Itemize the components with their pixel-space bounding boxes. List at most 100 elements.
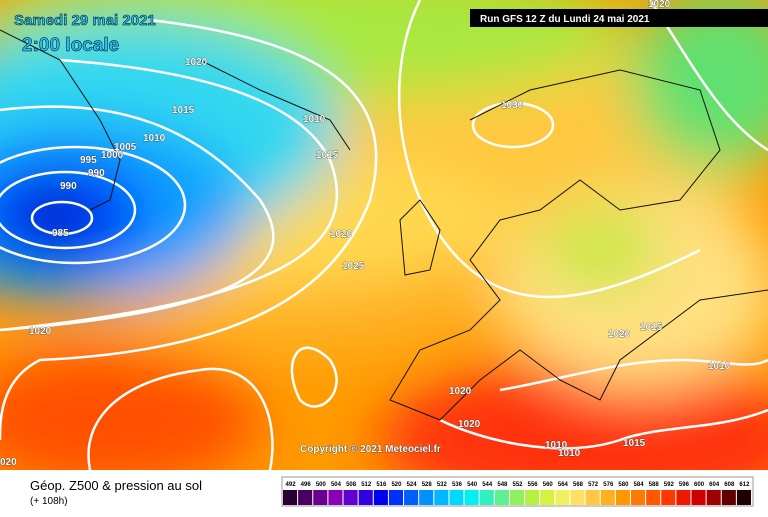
scale-label: 516 (376, 482, 387, 488)
scale-swatch (328, 490, 343, 505)
scale-swatch (388, 490, 404, 505)
scale-label: 608 (724, 482, 735, 488)
isobar-label: 1005 (114, 142, 137, 153)
isobar-label: 1010 (143, 133, 166, 144)
scale-swatch (585, 490, 600, 505)
scale-label: 496 (301, 482, 312, 488)
footer-subtitle: (+ 108h) (30, 496, 68, 507)
run: Run GFS 12 Z du Lundi 24 mai 2021 (480, 14, 650, 25)
scale-label: 548 (497, 482, 508, 488)
scale-label: 512 (361, 482, 372, 488)
scale-swatch (706, 490, 721, 505)
isobar-label: 1010 (708, 361, 731, 372)
scale-label: 568 (573, 482, 584, 488)
scale-swatch (721, 490, 736, 505)
isobar-label: 1015 (172, 105, 195, 116)
scale-label: 556 (528, 482, 539, 488)
scale-swatch (691, 490, 706, 505)
scale-label: 552 (512, 482, 523, 488)
isobar-label: 1000 (101, 150, 124, 161)
scale-swatch (313, 490, 328, 505)
scale-swatch (615, 490, 630, 505)
scale-swatch (283, 490, 298, 505)
isobar-label: 995 (80, 155, 97, 166)
isobar-label: 1015 (316, 150, 339, 161)
scale-label: 596 (679, 482, 690, 488)
isobar-label: 990 (60, 181, 77, 192)
copyright: Copyright © 2021 Meteociel.fr (300, 444, 441, 455)
scale-label: 528 (422, 482, 433, 488)
scale-swatch (509, 490, 525, 505)
scale-label: 592 (664, 482, 675, 488)
isobar-label: 1010 (558, 448, 581, 459)
scale-swatch (646, 490, 661, 505)
scale-swatch (494, 490, 509, 505)
scale-label: 560 (543, 482, 554, 488)
scale-label: 504 (331, 482, 342, 488)
isobar-label: 985 (52, 228, 69, 239)
scale-label: 540 (467, 482, 478, 488)
scale-label: 612 (739, 482, 750, 488)
isobar-label: 1020 (458, 419, 481, 430)
isobar-label: 1015 (640, 322, 663, 333)
scale-swatch (525, 490, 540, 505)
scale-swatch (479, 490, 494, 505)
scale-swatch (343, 490, 358, 505)
scale-swatch (630, 490, 646, 505)
scale-label: 492 (286, 482, 297, 488)
scale-swatch (661, 490, 676, 505)
scale-swatch (540, 490, 555, 505)
isobar-label: 1020 (185, 57, 208, 68)
isobar-label: 1020 (330, 229, 353, 240)
footer-title: Géop. Z500 & pression au sol (30, 478, 202, 493)
scale-swatch (404, 490, 419, 505)
isobar-label: 1030 (501, 100, 524, 111)
scale-swatch (298, 490, 313, 505)
isobar-label: 1020 (608, 329, 631, 340)
scale-swatch (676, 490, 691, 505)
time: 2:00 locale (22, 35, 119, 56)
scale-label: 584 (634, 482, 645, 488)
coastlines (0, 29, 768, 421)
scale-label: 600 (694, 482, 705, 488)
scale-swatch (736, 490, 751, 505)
scale-label: 544 (482, 482, 493, 488)
scale-swatch (419, 490, 434, 505)
scale-swatch (373, 490, 388, 505)
scale-swatch (434, 490, 449, 505)
scale-swatch (570, 490, 585, 505)
scale-swatch (555, 490, 570, 505)
scale-label: 508 (346, 482, 357, 488)
scale-label: 572 (588, 482, 599, 488)
scale-label: 604 (709, 482, 720, 488)
scale-label: 536 (452, 482, 463, 488)
color-scale: 492 496 500 504 508 512 516 520 524 528 532 536 540 5… (281, 476, 754, 507)
scale-label: 500 (316, 482, 327, 488)
isobar-label: 1010 (545, 440, 568, 451)
scale-swatch (464, 490, 479, 505)
isobar-label: 1010 (303, 114, 326, 125)
scale-label: 532 (437, 482, 448, 488)
scale-label: 564 (558, 482, 569, 488)
isobar-label: 1020 (29, 326, 52, 337)
scale-swatch (600, 490, 615, 505)
isobar-label: 020 (0, 457, 17, 468)
isobar-label: 1025 (342, 261, 365, 272)
isobar-label: 1015 (623, 438, 646, 449)
date: Samedi 29 mai 2021 (14, 12, 156, 29)
isobar-label: 1020 (449, 386, 472, 397)
scale-label: 588 (649, 482, 660, 488)
run-box (470, 9, 768, 27)
scale-label: 580 (618, 482, 629, 488)
scale-label: 520 (391, 482, 402, 488)
scale-swatch (358, 490, 373, 505)
isobar-label: 1020 (648, 0, 671, 10)
scale-swatch (449, 490, 464, 505)
scale-label: 524 (407, 482, 418, 488)
scale-label: 576 (603, 482, 614, 488)
